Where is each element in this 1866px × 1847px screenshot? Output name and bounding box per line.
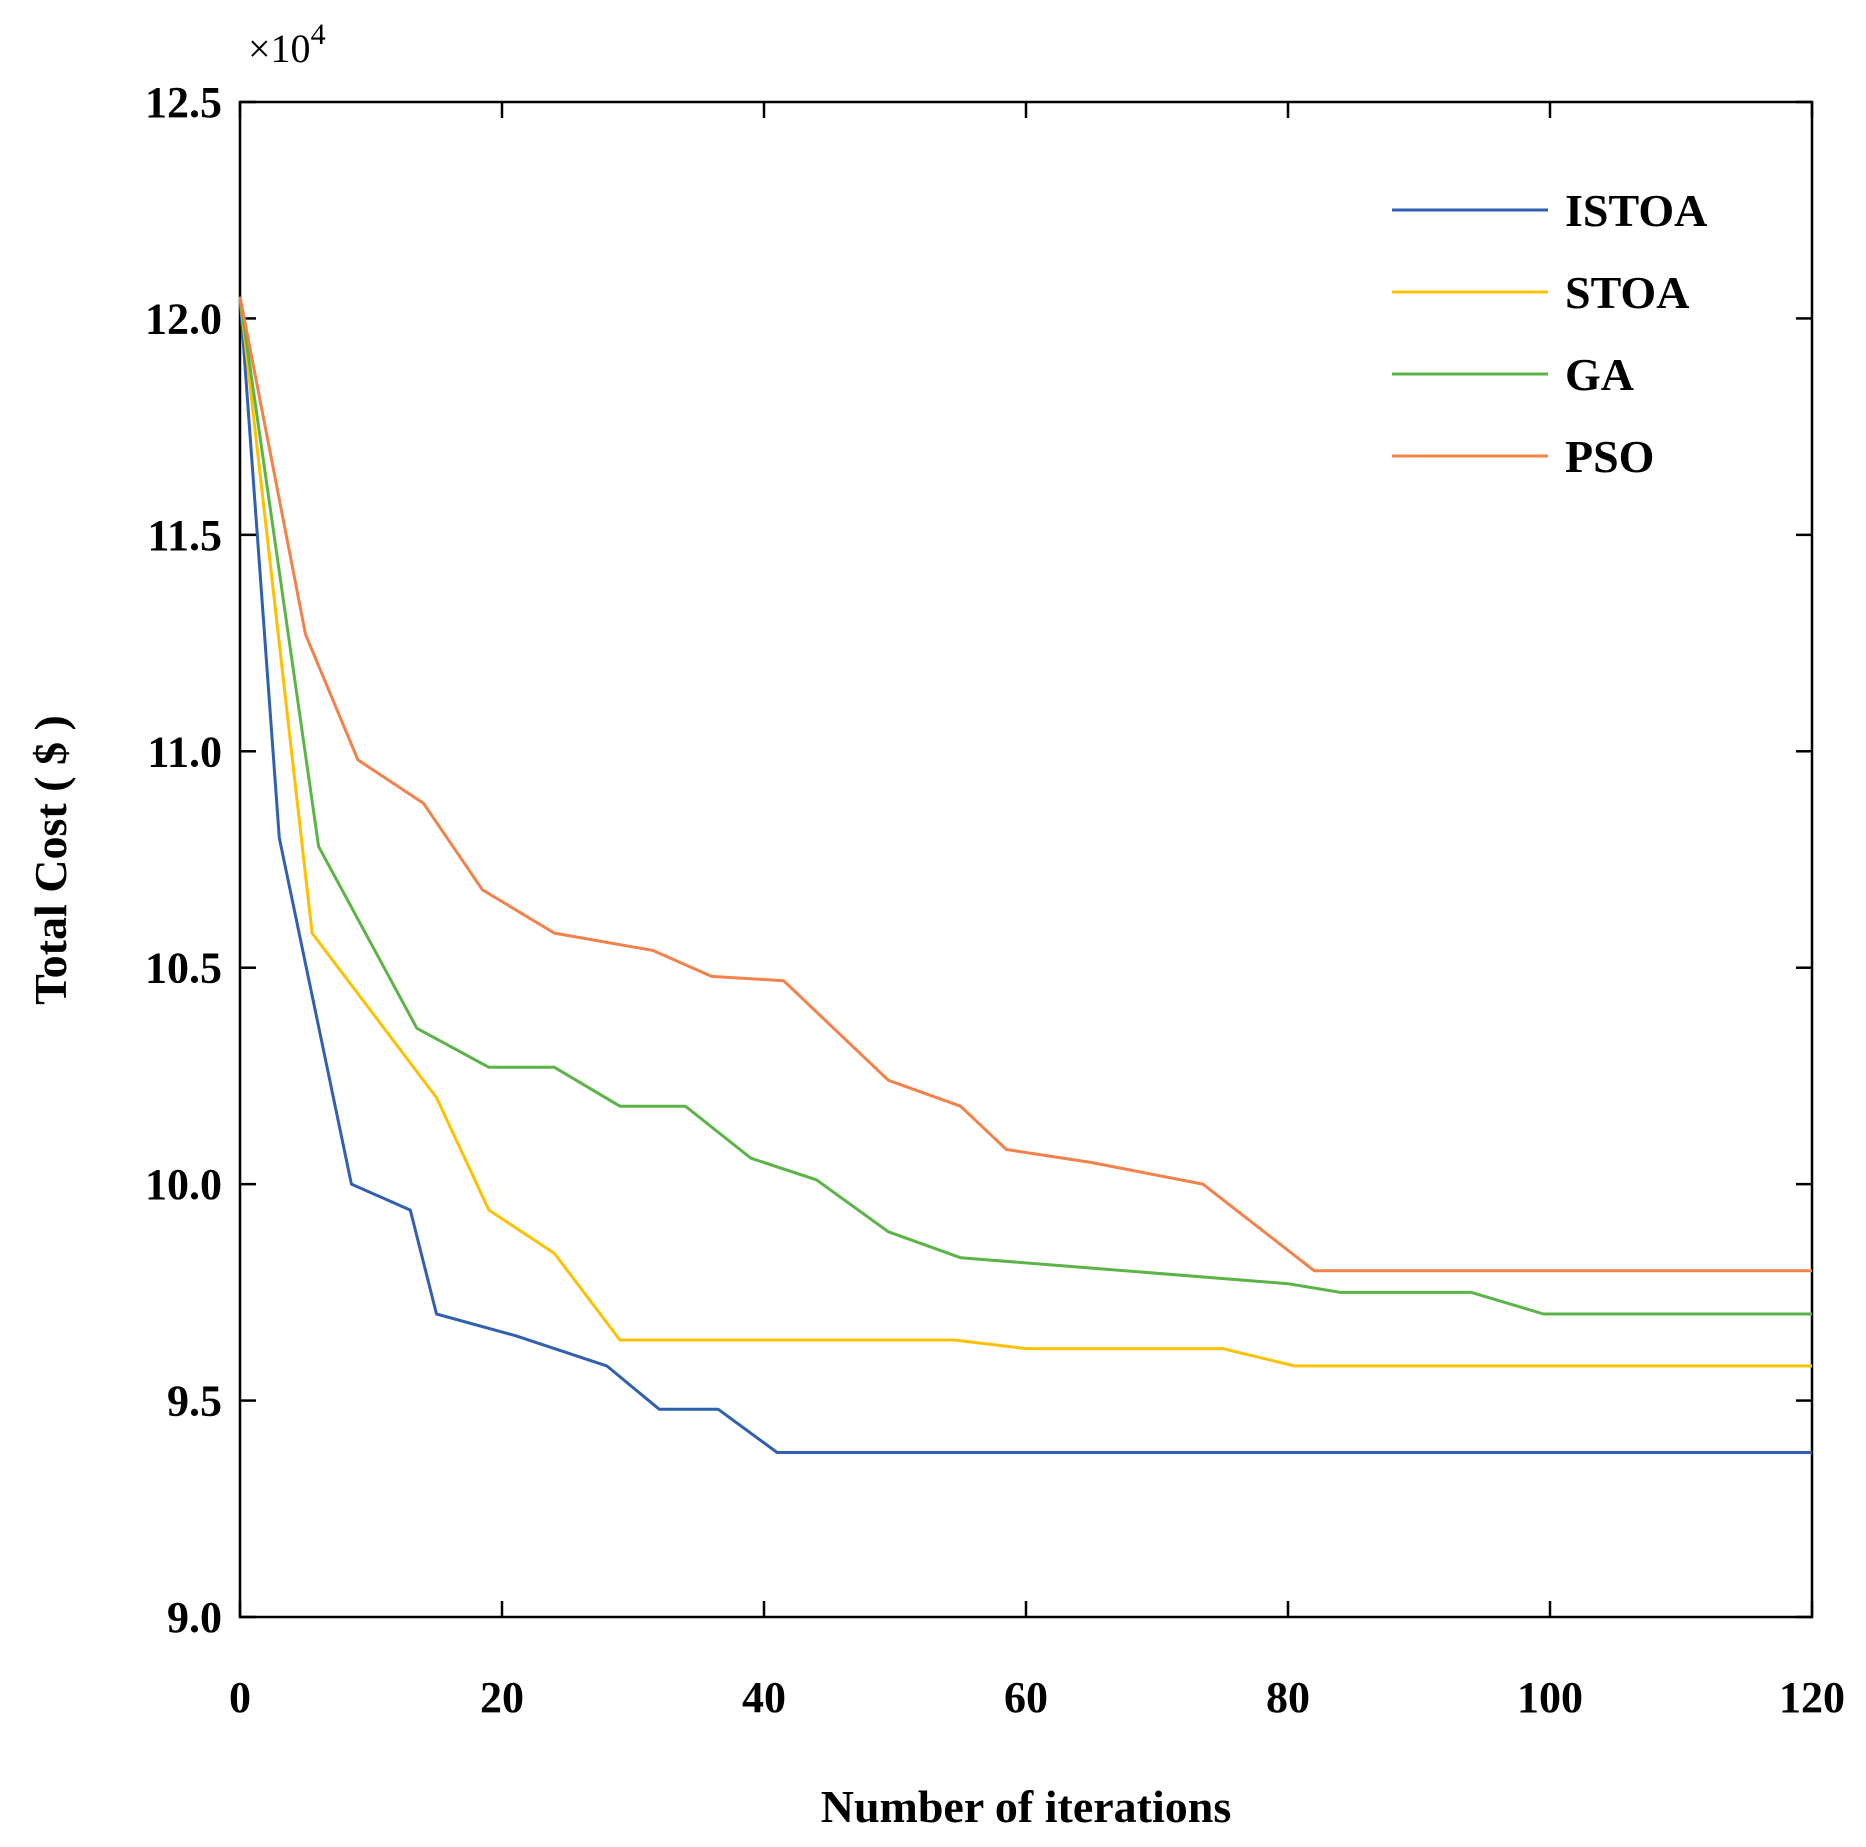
y-multiplier-exponent: 4	[311, 18, 326, 51]
x-tick-label: 20	[480, 1673, 524, 1722]
y-tick-label: 12.5	[145, 78, 222, 127]
legend-label-pso: PSO	[1565, 431, 1654, 482]
x-tick-label: 80	[1266, 1673, 1310, 1722]
series-lines	[238, 296, 1812, 1454]
x-tick-label: 120	[1779, 1673, 1845, 1722]
legend-label-istoa: ISTOA	[1565, 185, 1707, 236]
x-tick-label: 100	[1517, 1673, 1583, 1722]
y-multiplier-label: ×104	[248, 18, 326, 71]
y-tick-label: 9.0	[167, 1593, 222, 1642]
y-multiplier-base: ×10	[248, 26, 311, 71]
x-tick-label: 40	[742, 1673, 786, 1722]
y-tick-label: 11.0	[147, 727, 222, 776]
y-axis-title: Total Cost ( $ )	[25, 715, 76, 1005]
plot-area-frame	[238, 100, 1814, 1619]
x-axis-title: Number of iterations	[821, 1781, 1232, 1832]
legend-label-ga: GA	[1565, 349, 1634, 400]
y-tick-label: 11.5	[147, 511, 222, 560]
legend-label-stoa: STOA	[1565, 267, 1689, 318]
series-line-ga	[238, 296, 1812, 1316]
y-tick-label: 10.0	[145, 1160, 222, 1209]
legend: ISTOA STOA GA PSO	[1392, 185, 1707, 482]
x-tick-label: 60	[1004, 1673, 1048, 1722]
x-tick-label: 0	[229, 1673, 251, 1722]
axis-ticks: 0 20 40 60 80 100 120 9.0 9.5 10.0 10.5 11.0 11.5 12.…	[145, 78, 1845, 1722]
y-tick-label: 12.0	[145, 294, 222, 343]
series-line-pso	[238, 296, 1812, 1273]
y-tick-label: 9.5	[167, 1377, 222, 1426]
series-line-stoa	[238, 296, 1812, 1368]
series-line-istoa	[238, 296, 1812, 1454]
y-tick-label: 10.5	[145, 944, 222, 993]
